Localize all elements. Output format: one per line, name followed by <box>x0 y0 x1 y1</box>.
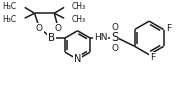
Text: O: O <box>36 24 43 33</box>
Text: F: F <box>150 53 155 62</box>
Text: B: B <box>48 33 55 43</box>
Text: S: S <box>111 31 118 44</box>
Text: F: F <box>166 24 171 33</box>
Text: CH₃: CH₃ <box>72 2 86 11</box>
Text: CH₃: CH₃ <box>72 15 86 24</box>
Text: H₃C: H₃C <box>3 2 17 11</box>
Text: O: O <box>111 23 118 32</box>
Text: N: N <box>74 54 81 64</box>
Text: O: O <box>111 44 118 53</box>
Text: O: O <box>55 24 62 33</box>
Text: HN: HN <box>94 33 108 42</box>
Text: H₃C: H₃C <box>3 15 17 24</box>
